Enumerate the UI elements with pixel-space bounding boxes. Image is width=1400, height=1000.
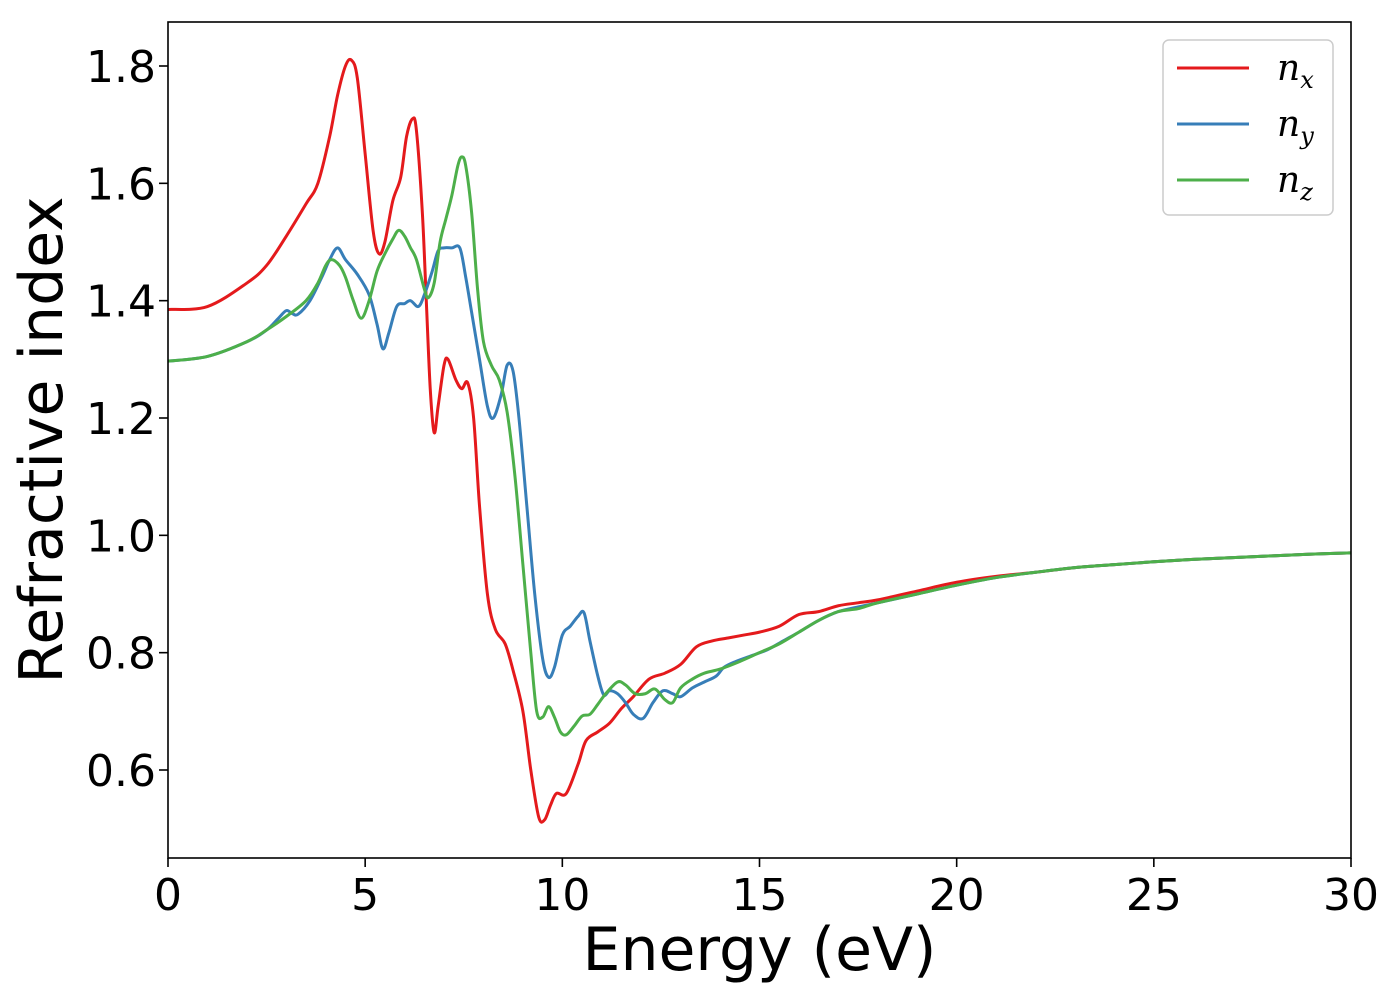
legend-label-nz: nz bbox=[1277, 160, 1313, 206]
y-tick-label: 1.8 bbox=[86, 42, 156, 93]
x-tick-label: 20 bbox=[929, 870, 985, 921]
legend-label-ny: ny bbox=[1277, 104, 1314, 150]
legend-box bbox=[1162, 39, 1334, 216]
series-line-nx bbox=[167, 57, 1352, 824]
x-axis-ticks: 0 5 10 15 20 25 30 bbox=[154, 858, 1379, 921]
x-tick-label: 30 bbox=[1323, 870, 1379, 921]
x-tick-label: 10 bbox=[534, 870, 590, 921]
x-tick-label: 15 bbox=[732, 870, 788, 921]
y-tick-label: 0.6 bbox=[86, 746, 156, 797]
x-tick-label: 0 bbox=[154, 870, 182, 921]
x-tick-label: 5 bbox=[351, 870, 379, 921]
x-tick-label: 25 bbox=[1126, 870, 1182, 921]
y-tick-label: 1.6 bbox=[86, 159, 156, 210]
legend: nx ny nz bbox=[1162, 39, 1334, 216]
x-axis-title: Energy (eV) bbox=[583, 915, 937, 985]
series-line-ny bbox=[167, 244, 1352, 721]
y-tick-label: 0.8 bbox=[86, 629, 156, 680]
y-tick-label: 1.0 bbox=[86, 511, 156, 562]
y-axis-ticks: 0.6 0.8 1.0 1.2 1.4 1.6 1.8 bbox=[86, 42, 168, 797]
y-tick-label: 1.2 bbox=[86, 394, 156, 445]
y-axis-title: Refractive index bbox=[7, 196, 77, 683]
series-line-nz bbox=[167, 155, 1352, 737]
y-tick-label: 1.4 bbox=[86, 277, 156, 328]
legend-label-nx: nx bbox=[1277, 48, 1314, 94]
series-layer bbox=[167, 57, 1352, 824]
